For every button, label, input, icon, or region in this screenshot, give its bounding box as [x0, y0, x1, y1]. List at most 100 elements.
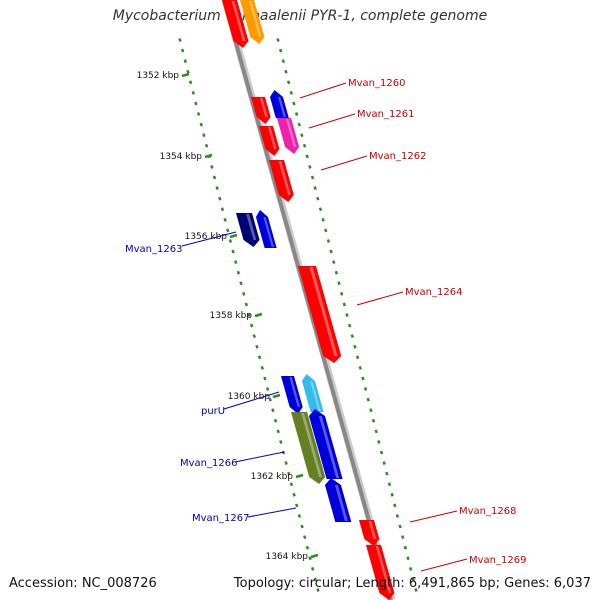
ruler-dot [228, 239, 233, 243]
ruler-dot [313, 186, 317, 190]
ruler-tick [181, 72, 190, 78]
gene-arrow [366, 545, 395, 600]
gene-mvan-1266[interactable] [291, 412, 327, 484]
gene-label[interactable]: Mvan_1261 [357, 109, 414, 120]
ruler-dot [194, 101, 198, 106]
gene-feature[interactable] [307, 409, 343, 479]
tick-label: 1358 kbp [210, 311, 253, 321]
ruler-dot [231, 249, 235, 254]
gene-highlight [289, 377, 301, 407]
ruler-dot [278, 48, 283, 53]
gene-mvan-1268[interactable] [359, 520, 381, 546]
gene-puru[interactable] [300, 374, 324, 412]
gene-mvan-1269[interactable] [366, 545, 396, 600]
ruler-dot [332, 260, 336, 265]
ruler-dot [342, 302, 347, 307]
ruler-dot [379, 450, 384, 455]
ruler-dots [178, 38, 418, 592]
ruler-dot [329, 249, 333, 254]
gene-mvan-1261[interactable] [277, 118, 301, 154]
ruler-dot [308, 556, 312, 561]
ruler-dot [257, 355, 262, 360]
ruler-dot [191, 90, 195, 95]
gene-feature[interactable] [240, 0, 266, 44]
ruler-dot [382, 461, 386, 465]
gene-feature[interactable] [281, 376, 305, 414]
ruler-dot [303, 535, 307, 540]
ruler-dot [371, 418, 376, 423]
gene-highlight [278, 161, 291, 195]
label-leader-line [181, 231, 237, 247]
ruler-tick [310, 553, 319, 559]
ruler-dot [311, 566, 315, 571]
gene-label[interactable]: Mvan_1267 [192, 513, 249, 524]
ruler-dot [180, 48, 185, 53]
ruler-dot [308, 165, 312, 169]
ruler-dot [239, 281, 243, 286]
ruler-dot [318, 207, 323, 212]
ruler-dot [395, 514, 400, 518]
ruler-dot [273, 418, 278, 423]
gene-mvan-1263[interactable] [254, 210, 277, 248]
ruler-dot [244, 302, 249, 307]
gene-label[interactable]: Mvan_1260 [348, 78, 405, 89]
label-leader-line [299, 82, 347, 99]
gene-feature[interactable] [259, 126, 281, 156]
ruler-dot [377, 440, 381, 444]
tick-label: 1362 kbp [251, 472, 294, 482]
ruler-dot [403, 545, 408, 550]
gene-mvan-1260[interactable] [268, 90, 289, 118]
ruler-dot [265, 387, 270, 391]
gene-feature[interactable] [251, 97, 273, 124]
gene-highlight [259, 98, 268, 117]
ruler-dot [398, 524, 402, 529]
ruler-dot [178, 38, 182, 42]
label-leader-line [356, 291, 404, 306]
gene-label[interactable]: Mvan_1268 [459, 506, 516, 517]
ruler-dot [234, 260, 238, 265]
ruler-dot [292, 101, 296, 106]
gene-label[interactable]: Mvan_1269 [469, 555, 526, 566]
gene-label[interactable]: Mvan_1266 [180, 458, 237, 469]
ruler-dot [210, 165, 214, 169]
gene-label[interactable]: purU [201, 406, 225, 417]
gene-label[interactable]: Mvan_1263 [125, 244, 182, 255]
gene-label[interactable]: Mvan_1264 [405, 287, 462, 298]
gene-mvan-1264[interactable] [298, 266, 343, 363]
ruler-dot [316, 588, 320, 592]
gene-feature[interactable] [236, 213, 262, 247]
ruler-dot [218, 196, 222, 201]
gene-highlight [267, 127, 277, 149]
gene-arrow [236, 213, 260, 247]
ruler-dot [401, 535, 405, 540]
ruler-dot [297, 514, 302, 518]
gene-label[interactable]: Mvan_1262 [369, 151, 426, 162]
ruler-dot [226, 228, 230, 233]
gene-feature[interactable] [222, 0, 250, 48]
topology-summary: Topology: circular; Length: 6,491,865 bp… [233, 576, 591, 591]
ruler-dot [223, 217, 227, 222]
ruler-dot [242, 291, 246, 296]
map-title: Mycobacterium vanbaalenii PYR-1, complet… [112, 8, 488, 24]
ruler-dot [350, 334, 354, 339]
ruler-dot [215, 186, 219, 190]
gene-arrow [269, 160, 294, 202]
tick-label: 1360 kbp [228, 392, 271, 402]
ruler-dot [295, 503, 299, 508]
ruler-dot [286, 80, 291, 85]
ruler-dot [276, 429, 280, 434]
gene-mvan-1262[interactable] [269, 160, 296, 202]
ruler-tick [272, 393, 281, 399]
gene-arrow [308, 409, 343, 479]
ruler-dot [363, 387, 368, 391]
ruler-dot [255, 344, 259, 349]
tick-label: 1354 kbp [160, 152, 203, 162]
ruler-dot [326, 239, 331, 243]
ruler-dot [374, 429, 378, 434]
ruler-dot [302, 143, 307, 148]
label-leader-line [409, 510, 458, 523]
ruler-dot [260, 365, 264, 370]
gene-arrow [251, 97, 271, 124]
ruler-dot [313, 577, 318, 582]
gene-mvan-1267[interactable] [323, 478, 352, 522]
